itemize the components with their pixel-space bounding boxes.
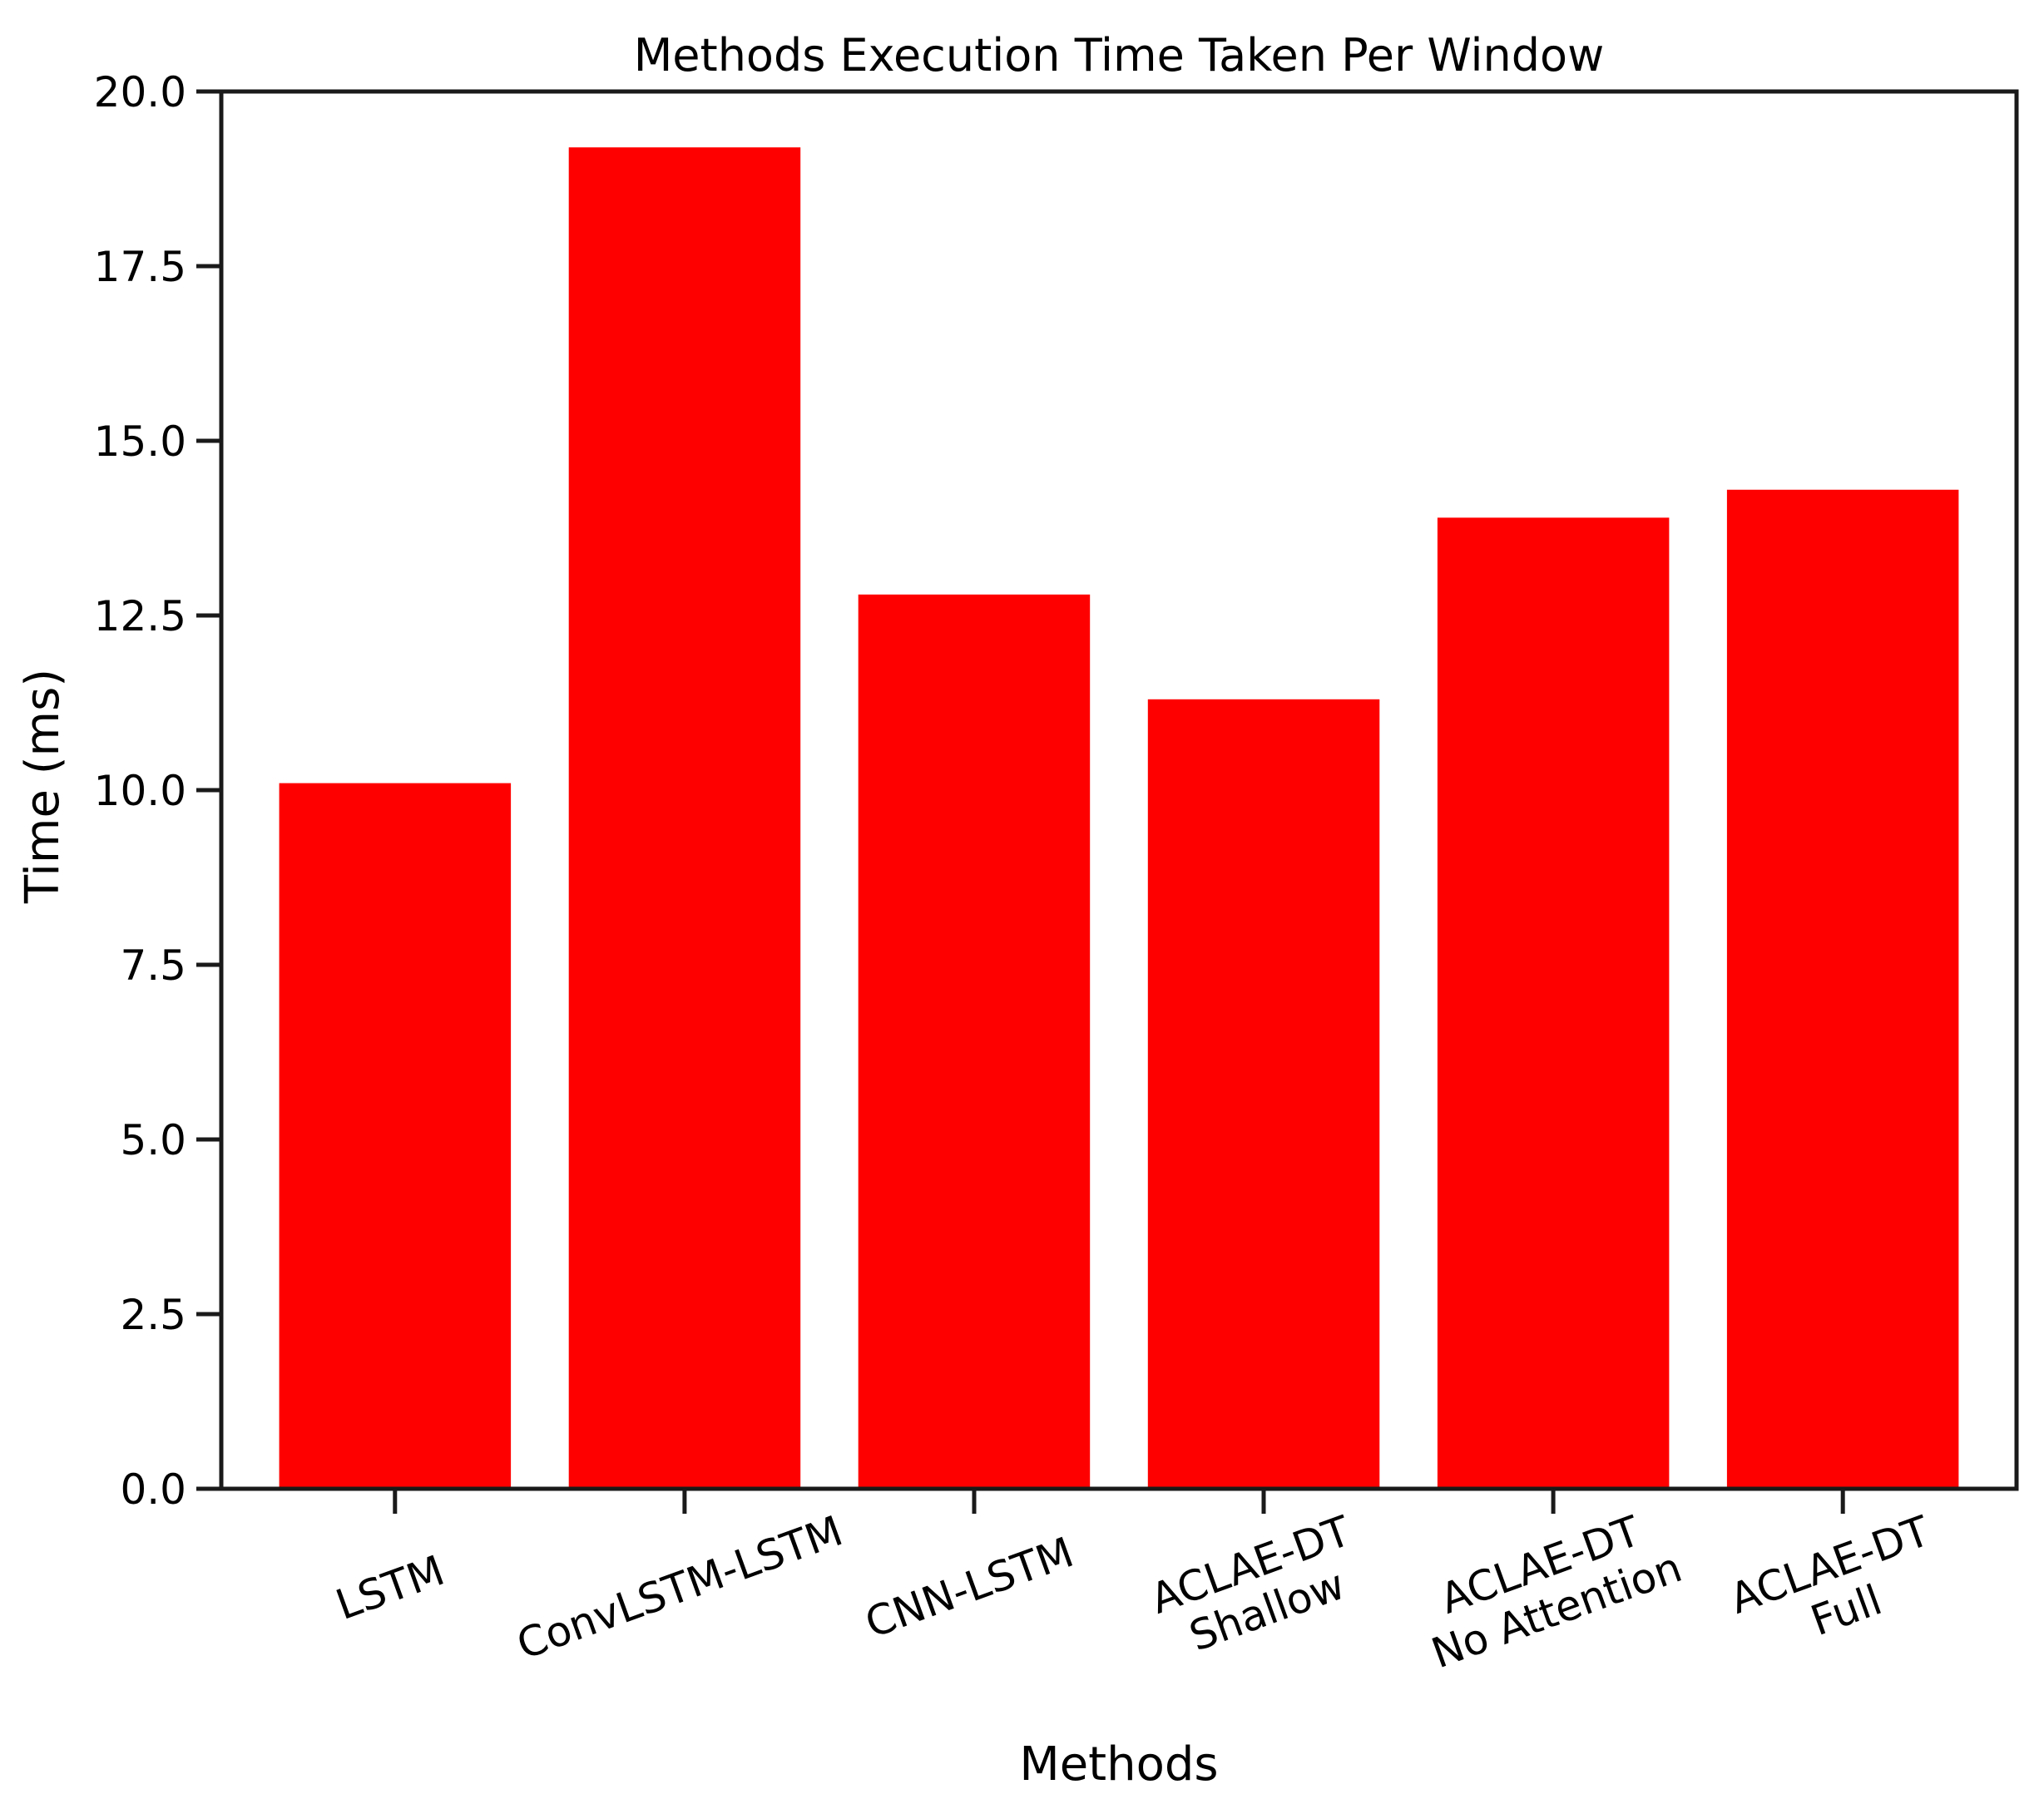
bars-layer — [279, 147, 1959, 1490]
y-tick-label: 10.0 — [94, 767, 186, 815]
y-tick-label: 17.5 — [94, 243, 186, 291]
y-tick-label: 20.0 — [94, 68, 186, 116]
bar — [568, 147, 801, 1490]
y-tick-label: 12.5 — [94, 592, 186, 640]
bar — [1147, 699, 1380, 1489]
y-tick-label: 2.5 — [120, 1291, 186, 1339]
x-tick-label: ConvLSTM-LSTM — [511, 1506, 849, 1668]
bar — [858, 594, 1091, 1489]
x-tick-label: ACLAE-DTFull — [1724, 1507, 1952, 1669]
x-tick-label-line: CNN-LSTM — [859, 1528, 1080, 1648]
bar — [1726, 489, 1959, 1489]
y-axis-label: Time (ms) — [16, 669, 70, 904]
chart-title: Methods Execution Time Taken Per Window — [634, 29, 1605, 82]
y-tick-label: 0.0 — [120, 1465, 186, 1514]
x-tick-label-line: LSTM — [329, 1546, 450, 1629]
y-tick-label: 5.0 — [120, 1116, 186, 1164]
bar — [1437, 517, 1670, 1489]
x-tick-label: ACLAE-DTNo Attention — [1409, 1498, 1688, 1678]
y-tick-label: 7.5 — [120, 942, 186, 990]
x-tick-label: ACLAE-DTShallow — [1145, 1507, 1373, 1669]
x-tick-label: LSTM — [329, 1546, 450, 1629]
plot-frame — [219, 89, 2019, 1491]
x-tick-label-line: ConvLSTM-LSTM — [511, 1506, 849, 1668]
x-axis-label: Methods — [1019, 1737, 1218, 1792]
bar — [279, 783, 512, 1489]
x-tick-label: CNN-LSTM — [859, 1528, 1080, 1648]
y-tick-label: 15.0 — [94, 418, 186, 466]
